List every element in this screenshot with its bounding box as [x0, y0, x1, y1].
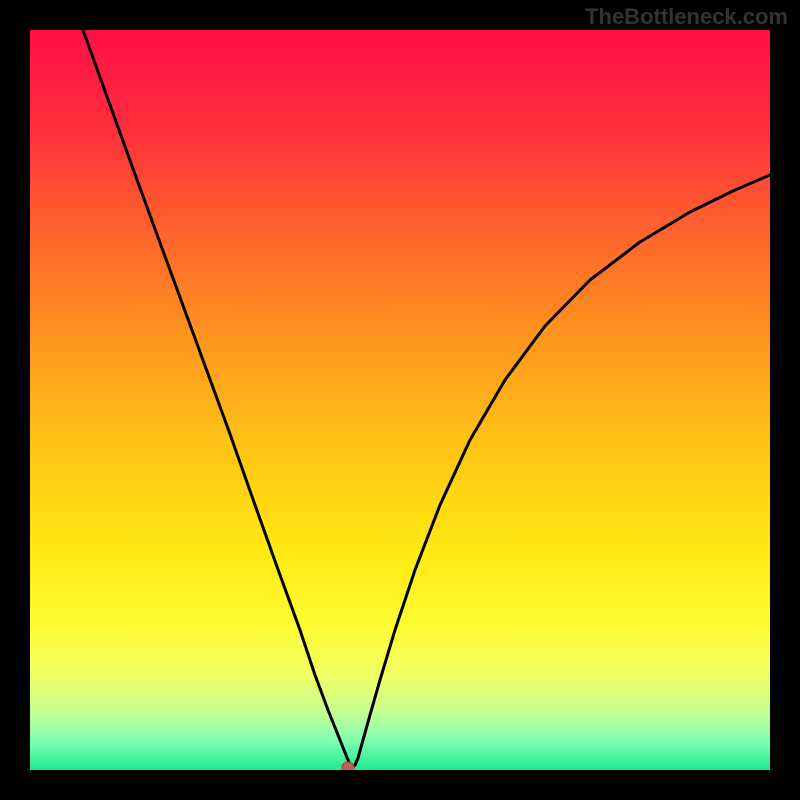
optimal-point-marker	[342, 762, 354, 770]
watermark-text: TheBottleneck.com	[585, 4, 788, 30]
bottleneck-chart	[30, 30, 770, 770]
chart-background	[30, 30, 770, 770]
chart-svg	[30, 30, 770, 770]
